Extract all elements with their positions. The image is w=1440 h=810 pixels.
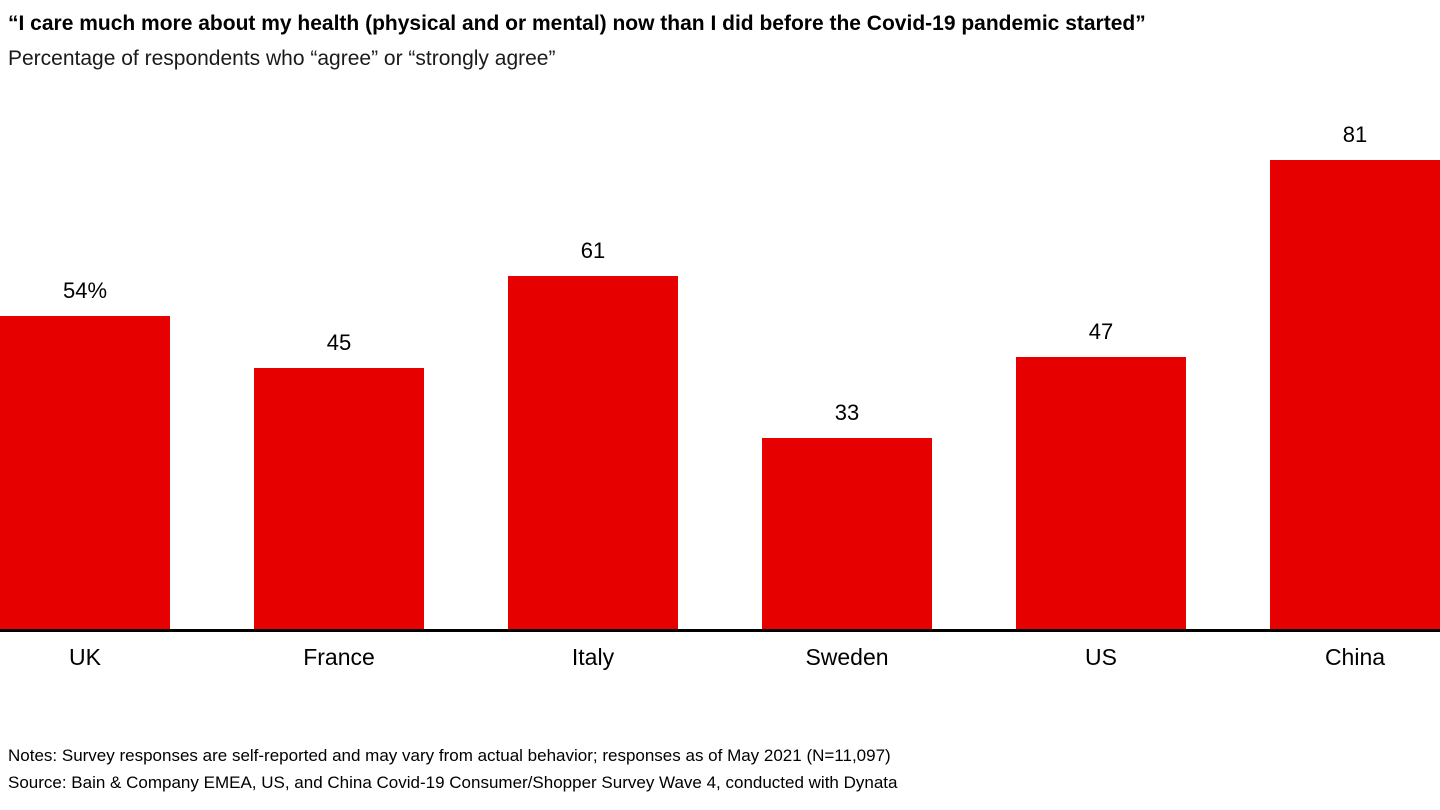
x-axis-label: Sweden (805, 644, 889, 670)
bar-value-label: 45 (326, 330, 352, 355)
bar (1016, 357, 1186, 629)
bar-value-label: 81 (1342, 122, 1368, 147)
source-text: Source: Bain & Company EMEA, US, and Chi… (8, 772, 898, 792)
x-axis-label: China (1324, 644, 1386, 670)
notes-text: Notes: Survey responses are self-reporte… (8, 746, 891, 766)
bar-group: 54% (0, 278, 170, 629)
bar-value-label: 47 (1088, 319, 1114, 344)
bar-value-label: 54% (62, 278, 108, 303)
bar (762, 438, 932, 629)
x-axis: UK France Italy Sweden US China (0, 644, 1440, 671)
bar-group: 61 (508, 238, 678, 629)
x-axis-label: Italy (571, 644, 615, 670)
bar-group: 45 (254, 330, 424, 629)
chart-subtitle: Percentage of respondents who “agree” or… (8, 47, 556, 71)
bar-value-label: 61 (580, 238, 606, 263)
chart-footer: Notes: Survey responses are self-reporte… (8, 743, 897, 796)
bar-value-label: 33 (834, 400, 860, 425)
bar (508, 276, 678, 629)
bar-group: 81 (1270, 122, 1440, 629)
x-axis-label: US (1085, 644, 1117, 670)
bar (0, 316, 170, 629)
plot-area: 54% 45 61 33 47 81 (0, 100, 1440, 632)
bar-chart: 54% 45 61 33 47 81 UK France Italy Sweden US China (0, 100, 1440, 671)
bar-group: 47 (1016, 319, 1186, 629)
bar-group: 33 (762, 400, 932, 629)
bar (1270, 160, 1440, 629)
bar (254, 368, 424, 629)
x-axis-label: UK (69, 644, 101, 670)
x-axis-label: France (303, 644, 375, 670)
chart-header: “I care much more about my health (physi… (0, 0, 1440, 71)
chart-title: “I care much more about my health (physi… (8, 12, 1146, 35)
